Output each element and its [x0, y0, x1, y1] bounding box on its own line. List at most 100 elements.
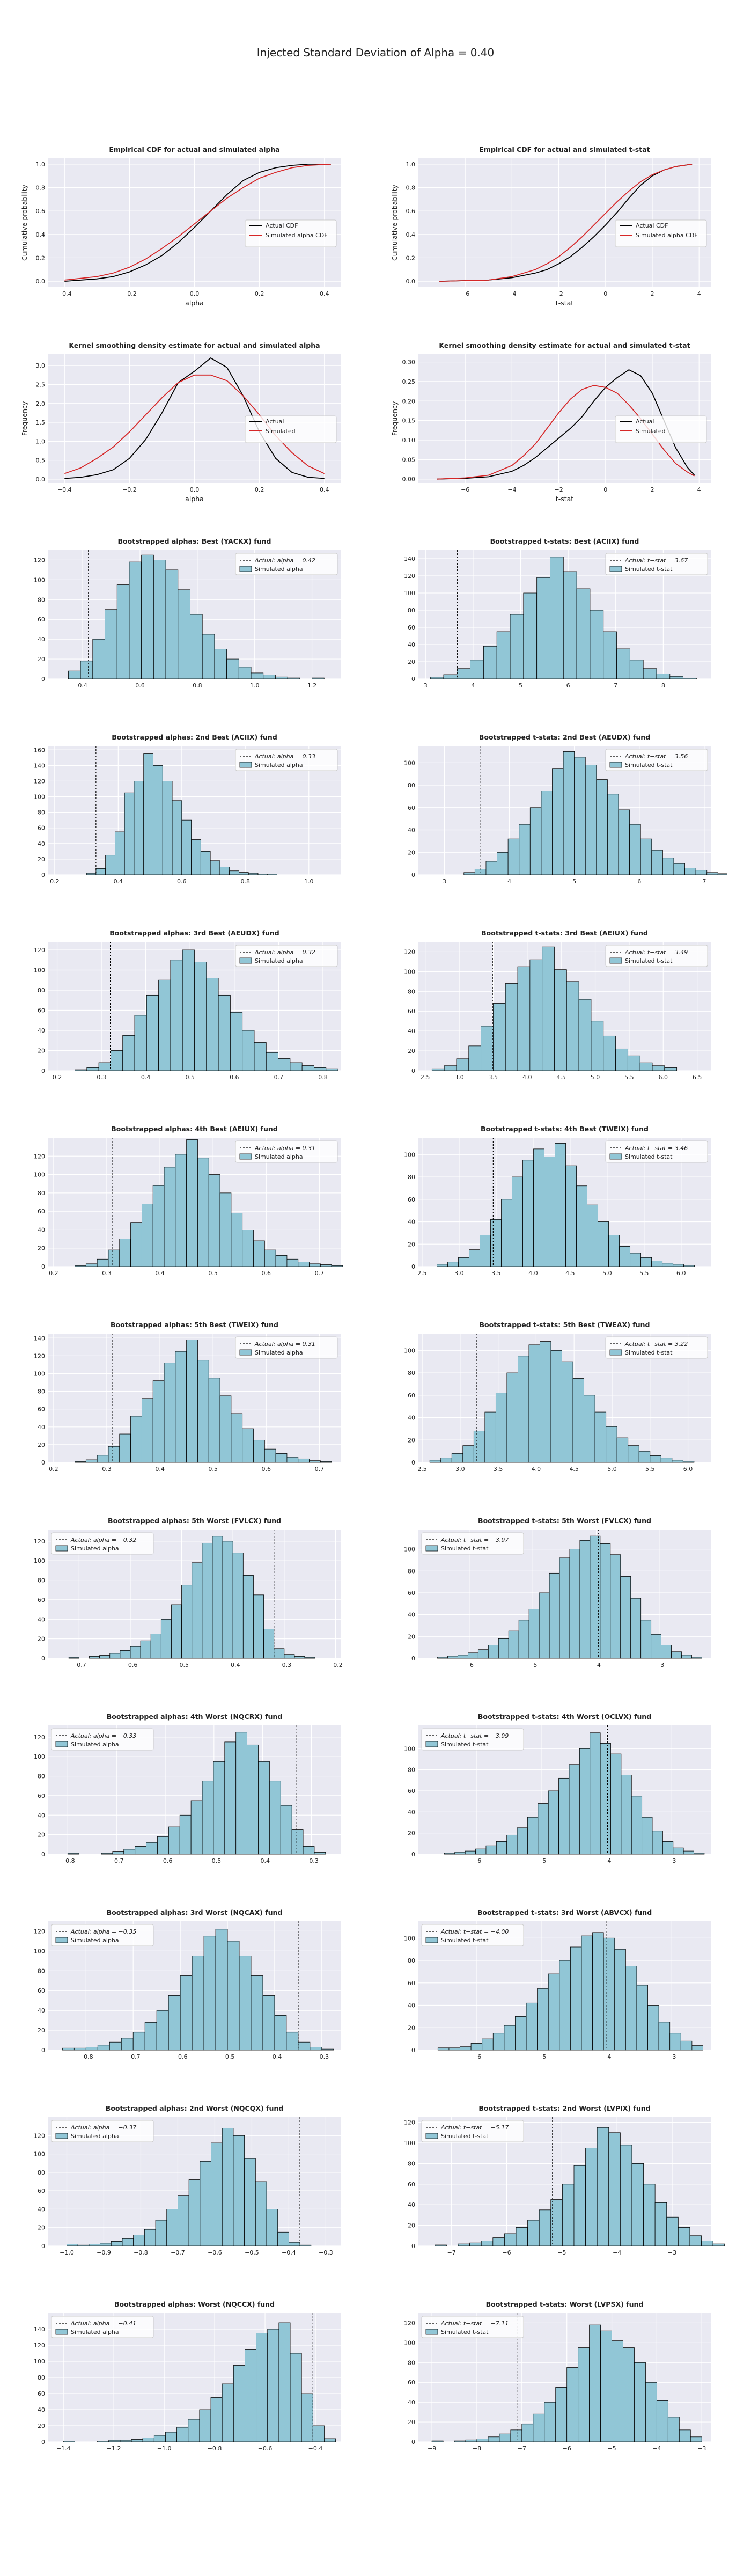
legend-label: Actual: alpha = −0.37	[70, 2124, 136, 2131]
histogram-bar	[619, 1246, 631, 1267]
histogram-bar	[492, 2237, 505, 2246]
legend-label: Actual CDF	[636, 222, 668, 229]
histogram-bar	[678, 2227, 690, 2246]
histogram-bar	[615, 1048, 628, 1071]
histogram-bar	[658, 2022, 671, 2051]
histogram-bar	[231, 1213, 243, 1267]
y-tick-label: 0.6	[36, 208, 46, 215]
legend-label: Actual: t−stat = −3.99	[440, 1732, 509, 1739]
histogram-bar	[616, 648, 630, 679]
x-tick-label: 0.4	[78, 682, 87, 689]
y-tick-label: 100	[404, 2339, 415, 2346]
histogram-bar	[146, 1842, 158, 1855]
histogram-bar	[554, 969, 567, 1071]
histogram-bar	[242, 1230, 254, 1267]
histogram-bar	[213, 1761, 225, 1855]
histogram-bar	[232, 1553, 244, 1659]
histogram-bar	[517, 966, 531, 1071]
x-tick-label: −0.5	[207, 1857, 221, 1864]
histogram-bar	[135, 1846, 146, 1855]
histogram-bar	[576, 1185, 587, 1267]
x-tick-label: 6	[637, 878, 641, 885]
histogram-bar	[629, 660, 644, 679]
histogram-bar	[537, 1988, 549, 2051]
x-tick-label: −5	[538, 1857, 546, 1864]
y-tick-label: 0	[41, 1655, 45, 1662]
histogram-bar	[121, 2038, 134, 2051]
histogram-bar	[506, 1835, 518, 1855]
histogram-bar	[673, 1264, 684, 1267]
y-tick-label: 80	[38, 809, 45, 816]
histogram-bar	[62, 2047, 75, 2051]
legend-swatch	[239, 566, 252, 572]
y-tick-label: 0	[411, 1851, 415, 1858]
y-tick-label: 80	[408, 607, 415, 614]
x-tick-label: 4.5	[565, 1270, 575, 1277]
histogram-bar	[682, 1461, 695, 1463]
histogram-bar	[202, 1781, 214, 1855]
x-tick-label: −4	[602, 1857, 611, 1864]
y-tick-label: 40	[408, 1219, 415, 1226]
x-tick-label: −0.8	[208, 2445, 222, 2452]
histogram-bar	[598, 1221, 609, 1267]
histogram-bar	[251, 672, 264, 679]
histogram-bar	[210, 2397, 223, 2442]
x-tick-label: 0.4	[320, 486, 329, 493]
x-tick-label: −4	[507, 486, 516, 493]
y-tick-label: 100	[404, 590, 415, 597]
histogram-bar	[108, 2440, 121, 2442]
histogram-bar	[482, 2038, 494, 2051]
y-tick-label: 40	[408, 1612, 415, 1619]
histogram-bar	[662, 858, 674, 875]
x-tick-label: 7	[702, 878, 706, 885]
x-tick-label: −0.6	[158, 1857, 173, 1864]
histogram-bar	[504, 2233, 517, 2246]
x-tick-label: −0.5	[174, 1662, 189, 1668]
legend-box	[235, 749, 338, 771]
histogram-bar	[603, 631, 617, 679]
y-tick-label: 0	[411, 2439, 415, 2446]
x-tick-label: −3	[656, 1662, 664, 1668]
y-tick-label: 140	[34, 2326, 45, 2333]
x-tick-label: −4	[652, 2445, 661, 2452]
histogram-bar	[239, 872, 249, 875]
histogram-bar	[331, 1265, 343, 1267]
x-tick-label: 0.6	[262, 1466, 271, 1473]
histogram-bar	[176, 2427, 189, 2442]
histogram-bar	[134, 781, 144, 875]
chart-title: Bootstrapped t-stats: 3rd Best (AEIUX) f…	[481, 929, 648, 937]
x-tick-label: −6	[502, 2249, 511, 2256]
histogram-bar	[274, 2015, 287, 2051]
x-tick-label: 0.3	[102, 1270, 112, 1277]
y-tick-label: 20	[408, 2024, 415, 2031]
histogram-bar	[192, 1956, 204, 2051]
x-tick-label: 3.0	[454, 1270, 464, 1277]
histogram-bar	[454, 2440, 466, 2442]
legend-label: Actual	[636, 418, 654, 425]
histogram-bar	[170, 960, 183, 1071]
chart-title: Bootstrapped alphas: 2nd Best (ACIIX) fu…	[112, 733, 277, 741]
histogram-bar	[642, 1817, 653, 1855]
y-tick-label: 20	[38, 2027, 45, 2034]
y-tick-label: 0.4	[406, 231, 416, 238]
y-tick-label: 20	[38, 1245, 45, 1252]
legend-label: Simulated alpha CDF	[266, 232, 328, 239]
histogram-bar	[555, 1143, 566, 1267]
histogram-bar	[680, 2040, 693, 2051]
histogram-bar	[437, 1657, 448, 1659]
chart-panel-20: −1.0 −0.9 −0.8 −0.7 −0.6 −0.5 −0.4 −0.3 0 20 40 60 8…	[34, 2104, 341, 2256]
x-tick-label: 2.5	[417, 1466, 427, 1473]
x-tick-label: −0.4	[255, 1857, 270, 1864]
histogram-bar	[242, 1428, 254, 1463]
histogram-bar	[679, 2429, 691, 2442]
histogram-bar	[550, 557, 564, 679]
x-tick-label: 0.7	[274, 1074, 283, 1081]
chart-title: Bootstrapped t-stats: 2nd Best (AEUDX) f…	[479, 733, 650, 741]
y-tick-label: 120	[404, 948, 415, 955]
histogram-bar	[440, 1458, 452, 1463]
legend-label: Actual: t−stat = 3.46	[624, 1145, 688, 1152]
legend-label: Simulated t-stat	[625, 762, 673, 769]
y-tick-label: 1.5	[36, 419, 46, 426]
histogram-bar	[109, 2041, 122, 2051]
legend-box	[51, 1728, 154, 1751]
